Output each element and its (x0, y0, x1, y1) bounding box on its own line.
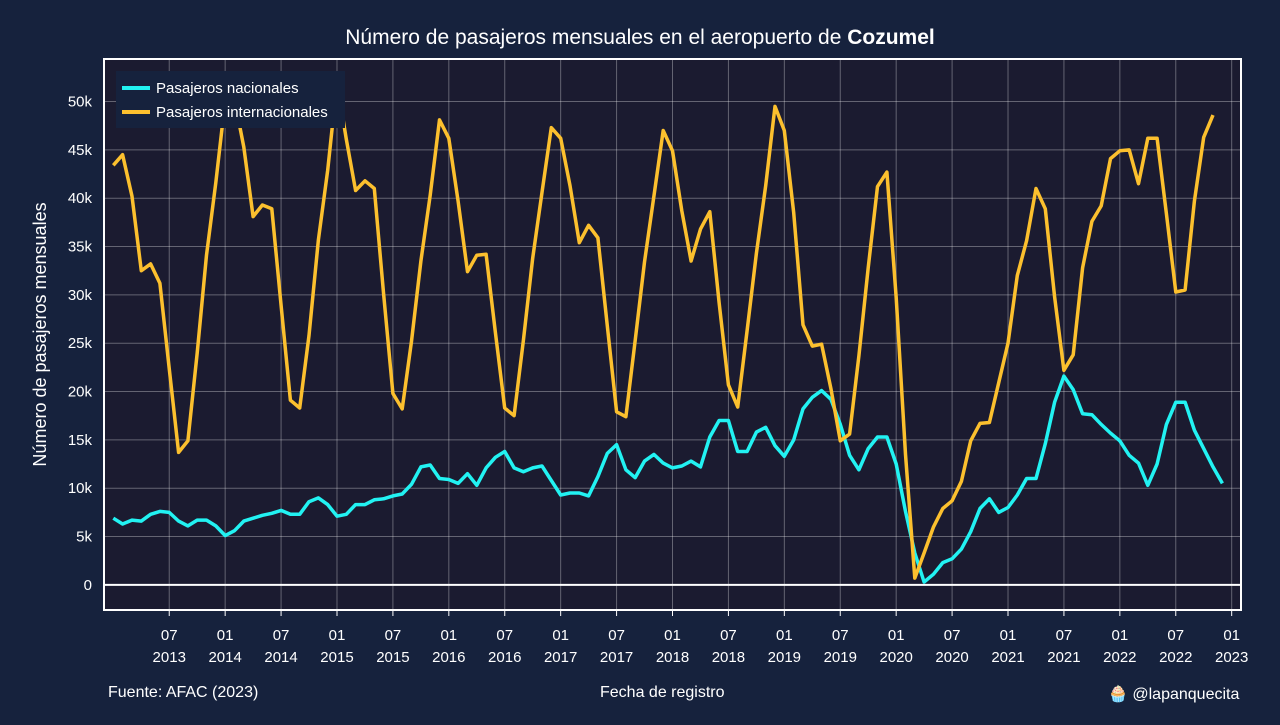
x-tick-month-label: 01 (217, 627, 234, 644)
legend: Pasajeros nacionales Pasajeros internacio… (116, 71, 345, 128)
x-tick-year-label: 2016 (488, 649, 521, 666)
y-tick-label: 40k (68, 190, 93, 207)
x-tick-month-label: 07 (720, 627, 737, 644)
x-tick-year-label: 2018 (712, 649, 745, 666)
x-tick-month-label: 01 (1000, 627, 1017, 644)
chart-title-bold: Cozumel (847, 26, 935, 49)
y-tick-label: 5k (76, 529, 92, 546)
x-tick-year-label: 2014 (208, 649, 241, 666)
source-note: Fuente: AFAC (2023) (108, 684, 259, 701)
x-tick-month-label: 01 (1223, 627, 1240, 644)
x-tick-year-label: 2022 (1103, 649, 1136, 666)
x-tick-month-label: 01 (664, 627, 681, 644)
y-tick-label: 15k (68, 432, 93, 449)
legend-box (116, 71, 345, 128)
x-tick-month-label: 07 (1167, 627, 1184, 644)
x-tick-month-label: 07 (161, 627, 178, 644)
x-tick-month-label: 07 (944, 627, 961, 644)
series-line-internacionales (111, 80, 1215, 580)
y-tick-label: 30k (68, 287, 93, 304)
y-tick-label: 10k (68, 480, 93, 497)
chart-title: Número de pasajeros mensuales en el aero… (345, 26, 935, 49)
plot-border (103, 58, 1242, 611)
x-tick-year-label: 2021 (1047, 649, 1080, 666)
x-tick-year-label: 2019 (824, 649, 857, 666)
x-tick-year-label: 2015 (376, 649, 409, 666)
x-tick-month-label: 07 (832, 627, 849, 644)
x-tick-month-label: 01 (888, 627, 905, 644)
x-tick-year-label: 2018 (656, 649, 689, 666)
x-tick-year-label: 2023 (1215, 649, 1248, 666)
y-tick-label: 0 (84, 577, 92, 594)
y-tick-label: 35k (68, 239, 93, 256)
x-tick-year-label: 2013 (153, 649, 186, 666)
legend-label: Pasajeros internacionales (156, 104, 328, 121)
series-line-nacionales (112, 374, 1224, 584)
x-tick-year-label: 2016 (432, 649, 465, 666)
x-tick-month-label: 07 (1056, 627, 1073, 644)
chart-title-text: Número de pasajeros mensuales en el aero… (345, 26, 847, 49)
x-tick-year-label: 2017 (544, 649, 577, 666)
y-tick-label: 20k (68, 384, 93, 401)
x-tick-month-label: 07 (385, 627, 402, 644)
x-tick-month-label: 07 (608, 627, 625, 644)
x-tick-month-label: 07 (496, 627, 513, 644)
x-axis-label: Fecha de registro (600, 684, 725, 701)
x-tick-year-label: 2019 (768, 649, 801, 666)
author-handle-text: @lapanquecita (1132, 686, 1240, 703)
y-tick-label: 25k (68, 335, 93, 352)
x-tick-year-label: 2014 (264, 649, 297, 666)
y-tick-label: 45k (68, 142, 93, 159)
x-tick-year-label: 2021 (991, 649, 1024, 666)
x-tick-month-label: 01 (776, 627, 793, 644)
x-tick-month-label: 01 (329, 627, 346, 644)
y-tick-label: 50k (68, 94, 93, 111)
y-axis-title: Número de pasajeros mensuales (30, 202, 50, 466)
legend-label: Pasajeros nacionales (156, 80, 299, 97)
x-tick-year-label: 2020 (879, 649, 912, 666)
x-tick-year-label: 2022 (1159, 649, 1192, 666)
x-tick-month-label: 07 (273, 627, 290, 644)
x-tick-year-label: 2015 (320, 649, 353, 666)
author-handle: 🧁 @lapanquecita (1108, 684, 1239, 704)
x-tick-year-label: 2017 (600, 649, 633, 666)
x-tick-month-label: 01 (1112, 627, 1129, 644)
cupcake-icon: 🧁 (1108, 686, 1128, 703)
x-tick-year-label: 2020 (935, 649, 968, 666)
x-tick-month-label: 01 (440, 627, 457, 644)
x-tick-month-label: 01 (552, 627, 569, 644)
